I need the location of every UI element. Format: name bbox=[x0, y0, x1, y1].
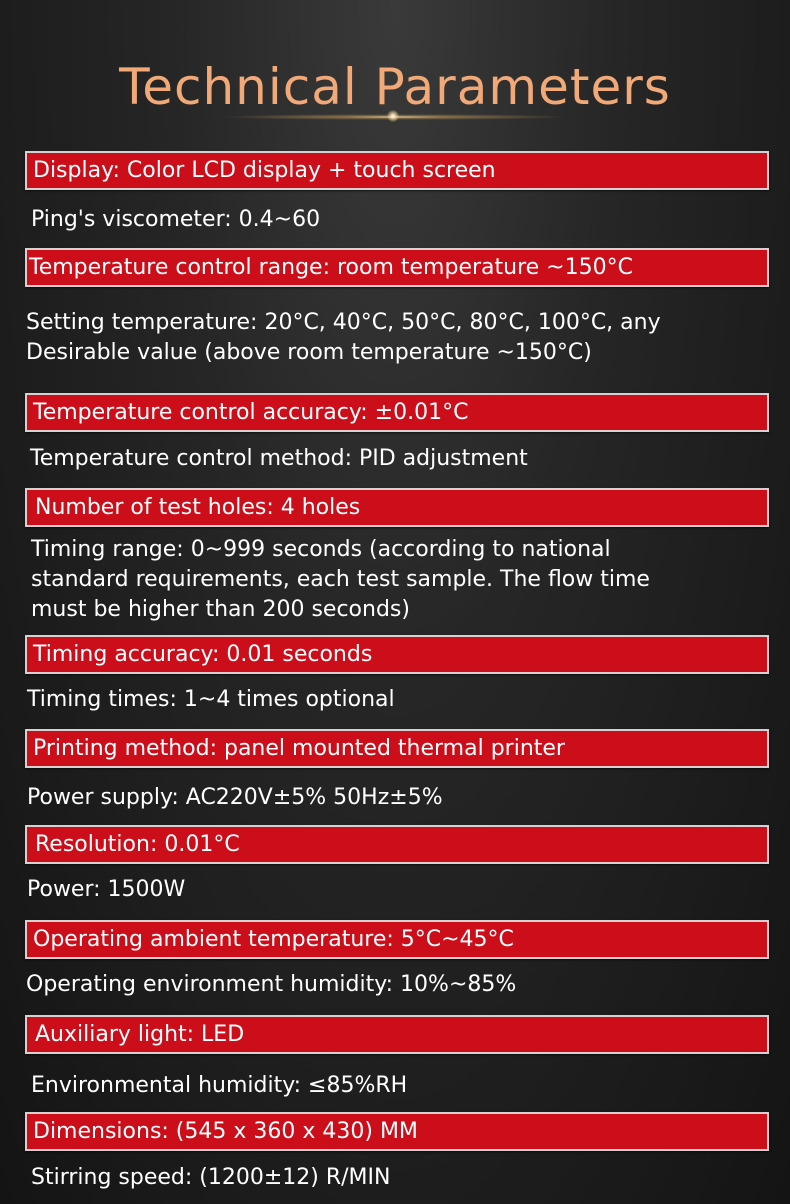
spec-line: Timing times: 1~4 times optional bbox=[27, 687, 395, 712]
spec-line: Ping's viscometer: 0.4~60 bbox=[31, 207, 321, 232]
spec-line: Environmental humidity: ≤85%RH bbox=[31, 1073, 408, 1098]
spec-line: Operating environment humidity: 10%~85% bbox=[26, 972, 517, 997]
spec-header: Operating ambient temperature: 5°C~45°C bbox=[25, 920, 769, 959]
spec-line: must be higher than 200 seconds) bbox=[31, 597, 410, 622]
spec-header: Temperature control range: room temperat… bbox=[25, 248, 769, 287]
spec-line: Power supply: AC220V±5% 50Hz±5% bbox=[27, 785, 443, 810]
spec-line: Timing range: 0~999 seconds (according t… bbox=[31, 537, 611, 562]
spec-line: Desirable value (above room temperature … bbox=[26, 340, 592, 365]
spec-line: Temperature control method: PID adjustme… bbox=[30, 446, 528, 471]
spec-line: Setting temperature: 20°C, 40°C, 50°C, 8… bbox=[26, 310, 661, 335]
spec-header: Resolution: 0.01°C bbox=[25, 825, 769, 864]
spec-line: Power: 1500W bbox=[27, 877, 186, 902]
spec-header: Number of test holes: 4 holes bbox=[25, 488, 769, 527]
spec-header: Dimensions: (545 x 360 x 430) MM bbox=[25, 1112, 769, 1151]
spec-header: Temperature control accuracy: ±0.01°C bbox=[25, 393, 769, 432]
spec-line: standard requirements, each test sample.… bbox=[31, 567, 650, 592]
page-title: Technical Parameters bbox=[119, 58, 671, 116]
spec-line: Stirring speed: (1200±12) R/MIN bbox=[31, 1165, 391, 1190]
spec-header: Printing method: panel mounted thermal p… bbox=[25, 729, 769, 768]
light-flare-center bbox=[387, 110, 399, 122]
spec-header: Display: Color LCD display + touch scree… bbox=[25, 151, 769, 190]
spec-header: Timing accuracy: 0.01 seconds bbox=[25, 635, 769, 674]
spec-header: Auxiliary light: LED bbox=[25, 1015, 769, 1054]
